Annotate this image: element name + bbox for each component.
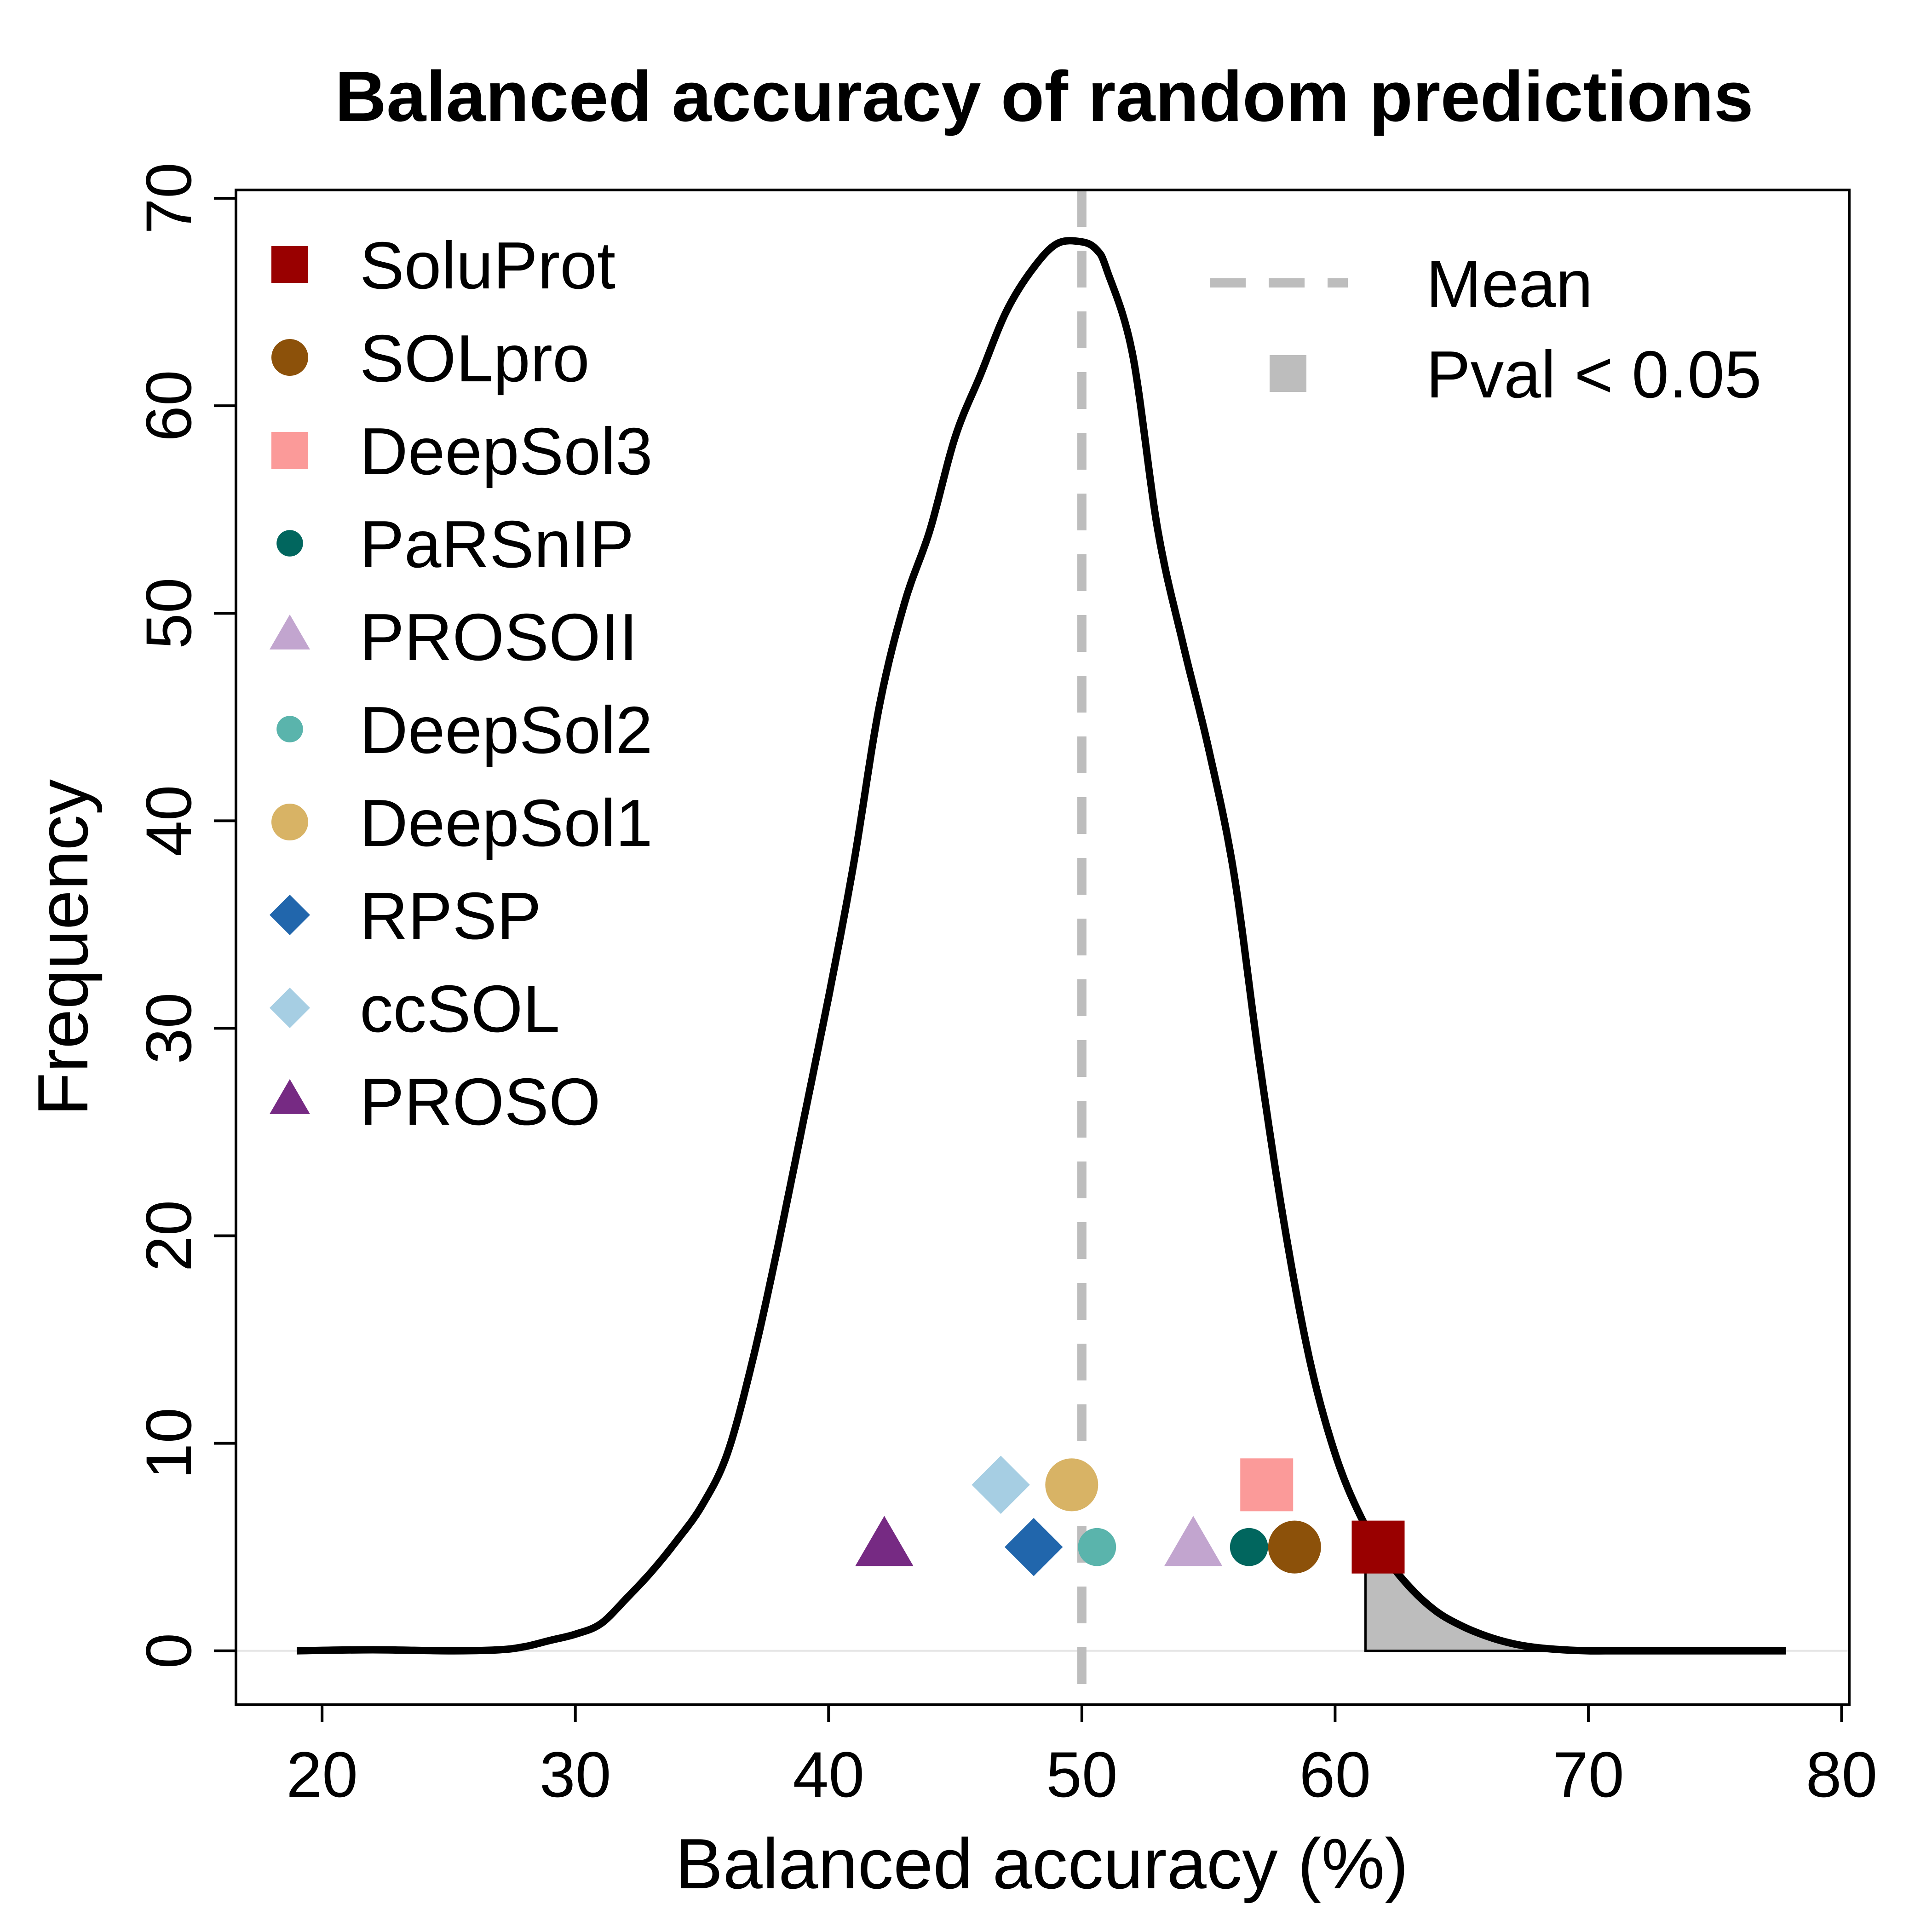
y-tick-label: 20 [132, 1200, 205, 1272]
legend-label-ccsol: ccSOL [360, 972, 560, 1046]
legend-label-proso: PROSO [360, 1064, 601, 1139]
legend-marker-proso [270, 1079, 310, 1114]
y-tick-label: 70 [132, 162, 205, 234]
legend-marker-deepsol3 [271, 432, 308, 469]
legend-marker-parsnip [276, 530, 303, 557]
point-proso [855, 1516, 914, 1566]
x-tick-label: 30 [540, 1738, 611, 1811]
point-soluprot [1351, 1520, 1405, 1574]
legend-marker-pval [1270, 355, 1306, 392]
y-tick-label: 30 [132, 993, 205, 1064]
legend-right: Mean Pval < 0.05 [1210, 247, 1762, 412]
legend-label-solpro: SOLpro [360, 321, 590, 396]
x-tick-label: 60 [1300, 1738, 1371, 1811]
density-curve [297, 237, 1786, 1655]
legend-left: SoluProt SOLpro DeepSol3 PaRSnIP PROSOII Deep… [270, 228, 653, 1139]
y-tick-label: 50 [132, 577, 205, 649]
x-tick-label: 20 [286, 1738, 358, 1811]
legend-marker-ccsol [270, 988, 310, 1028]
point-solpro [1268, 1520, 1321, 1574]
legend-label-mean: Mean [1426, 247, 1593, 321]
x-axis: 20 30 40 50 60 70 80 [286, 1703, 1878, 1811]
legend-marker-deepsol2 [276, 716, 303, 742]
y-axis-label: Frequency [23, 779, 103, 1116]
legend-marker-soluprot [271, 246, 308, 283]
x-tick-label: 40 [793, 1738, 864, 1811]
legend-label-rpsp: RPSP [360, 879, 541, 953]
point-deepsol2 [1078, 1528, 1116, 1566]
point-deepsol1 [1045, 1458, 1098, 1512]
legend-label-deepsol2: DeepSol2 [360, 693, 653, 767]
y-tick-label: 10 [132, 1408, 205, 1479]
y-tick-label: 40 [132, 785, 205, 857]
legend-marker-deepsol1 [271, 804, 308, 840]
x-axis-label: Balanced accuracy (%) [675, 1824, 1409, 1903]
legend-marker-rpsp [270, 895, 310, 935]
legend-marker-prosoii [270, 614, 310, 650]
legend-label-pval: Pval < 0.05 [1426, 337, 1762, 412]
legend-label-parsnip: PaRSnIP [360, 507, 634, 581]
legend-label-soluprot: SoluProt [360, 228, 615, 303]
plot-area [236, 190, 1849, 1705]
point-rpsp [1004, 1518, 1063, 1576]
point-prosoii [1164, 1516, 1223, 1566]
legend-label-deepsol1: DeepSol1 [360, 786, 653, 860]
chart-title: Balanced accuracy of random predictions [335, 57, 1754, 136]
y-tick-label: 0 [132, 1633, 205, 1669]
x-tick-label: 70 [1552, 1738, 1624, 1811]
legend-label-deepsol3: DeepSol3 [360, 414, 653, 489]
point-ccsol [972, 1455, 1030, 1514]
point-deepsol3 [1240, 1458, 1294, 1512]
x-tick-label: 50 [1046, 1738, 1118, 1811]
legend-label-prosoii: PROSOII [360, 600, 638, 674]
legend-marker-solpro [271, 339, 308, 376]
point-parsnip [1230, 1528, 1268, 1566]
y-axis: 0 10 20 30 40 50 60 70 [132, 162, 237, 1669]
y-tick-label: 60 [132, 370, 205, 442]
x-tick-label: 80 [1806, 1738, 1878, 1811]
